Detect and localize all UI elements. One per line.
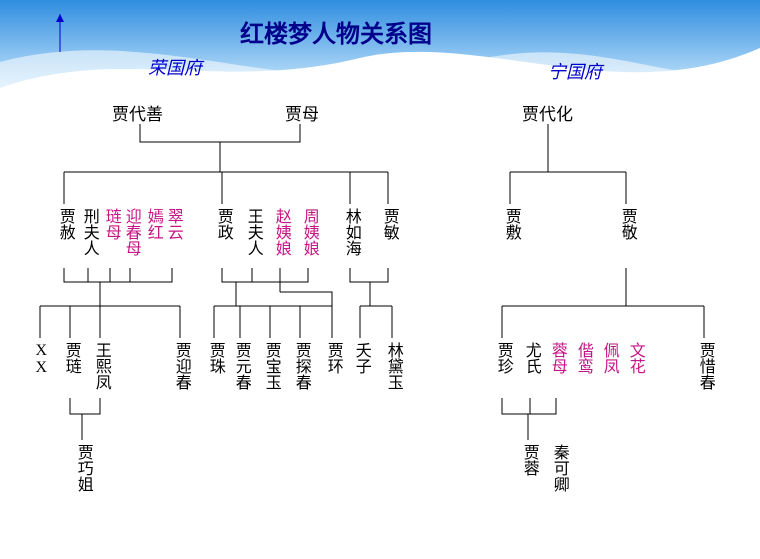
edge [222,268,308,282]
edge [140,124,300,142]
person-jiaqiaojie: 贾巧姐 [74,444,91,492]
person-qinkeqin: 秦可卿 [550,444,567,492]
person-jiazhen: 贾珍 [494,342,511,374]
mansion-label-ning: 宁国府 [548,58,602,84]
person-linruhai: 林如海 [342,208,359,256]
person-jiadaishan: 贾代善 [112,100,163,125]
person-jiahuan: 贾环 [324,342,341,374]
person-yaozi: 夭子 [352,342,369,374]
person-jiazhu: 贾珠 [206,342,223,374]
person-jiafu: 贾敷 [502,208,519,240]
person-jiazheng: 贾政 [214,208,231,240]
edge [350,268,388,282]
person-jiarong: 贾蓉 [520,444,537,476]
person-jiaxichun: 贾惜春 [696,342,713,390]
person-zhouyiniang: 周姨娘 [300,208,317,256]
person-wangxifeng: 王熙凤 [92,342,109,390]
person-xingfuren: 刑夫人 [80,208,97,256]
diagram-canvas: 红楼梦人物关系图 荣国府 宁国府 贾代善贾母贾代化贾赦刑夫人琏母迎春母嫣红翠云贾… [0,0,760,559]
person-jiashe: 贾赦 [56,208,73,240]
person-lindaiyu: 林黛玉 [384,342,401,390]
mansion-label-rong: 荣国府 [148,54,202,80]
person-jiamin: 贾敏 [380,208,397,240]
person-zhaoyiniang: 赵姨娘 [272,208,289,256]
person-jiayingchun: 贾迎春 [172,342,189,390]
person-jiatanchun: 贾探春 [292,342,309,390]
person-xieluan: 偕鸾 [574,342,591,374]
person-jialian: 贾琏 [62,342,79,374]
person-yanhong: 嫣红 [144,208,161,240]
person-yingchunmu: 迎春母 [122,208,139,256]
person-jiamu: 贾母 [285,100,319,125]
person-jiajing: 贾敬 [618,208,635,240]
person-jiayuanchun: 贾元春 [232,342,249,390]
person-jiabaoyu: 贾宝玉 [262,342,279,390]
person-youshi: 尤氏 [522,342,539,374]
edge [70,398,100,414]
person-cuiyun: 翠云 [164,208,181,240]
person-jiadaihua: 贾代化 [522,100,573,125]
edge [280,292,332,338]
person-rongmu: 蓉母 [548,342,565,374]
edge [502,398,556,414]
edge [64,268,172,282]
person-peifeng: 佩凤 [600,342,617,374]
person-xx: XX [32,342,49,376]
person-wenhua: 文花 [626,342,643,374]
page-title: 红楼梦人物关系图 [240,14,432,49]
person-banmu: 琏母 [102,208,119,240]
person-wangfuren: 王夫人 [244,208,261,256]
connector-lines [0,0,760,559]
